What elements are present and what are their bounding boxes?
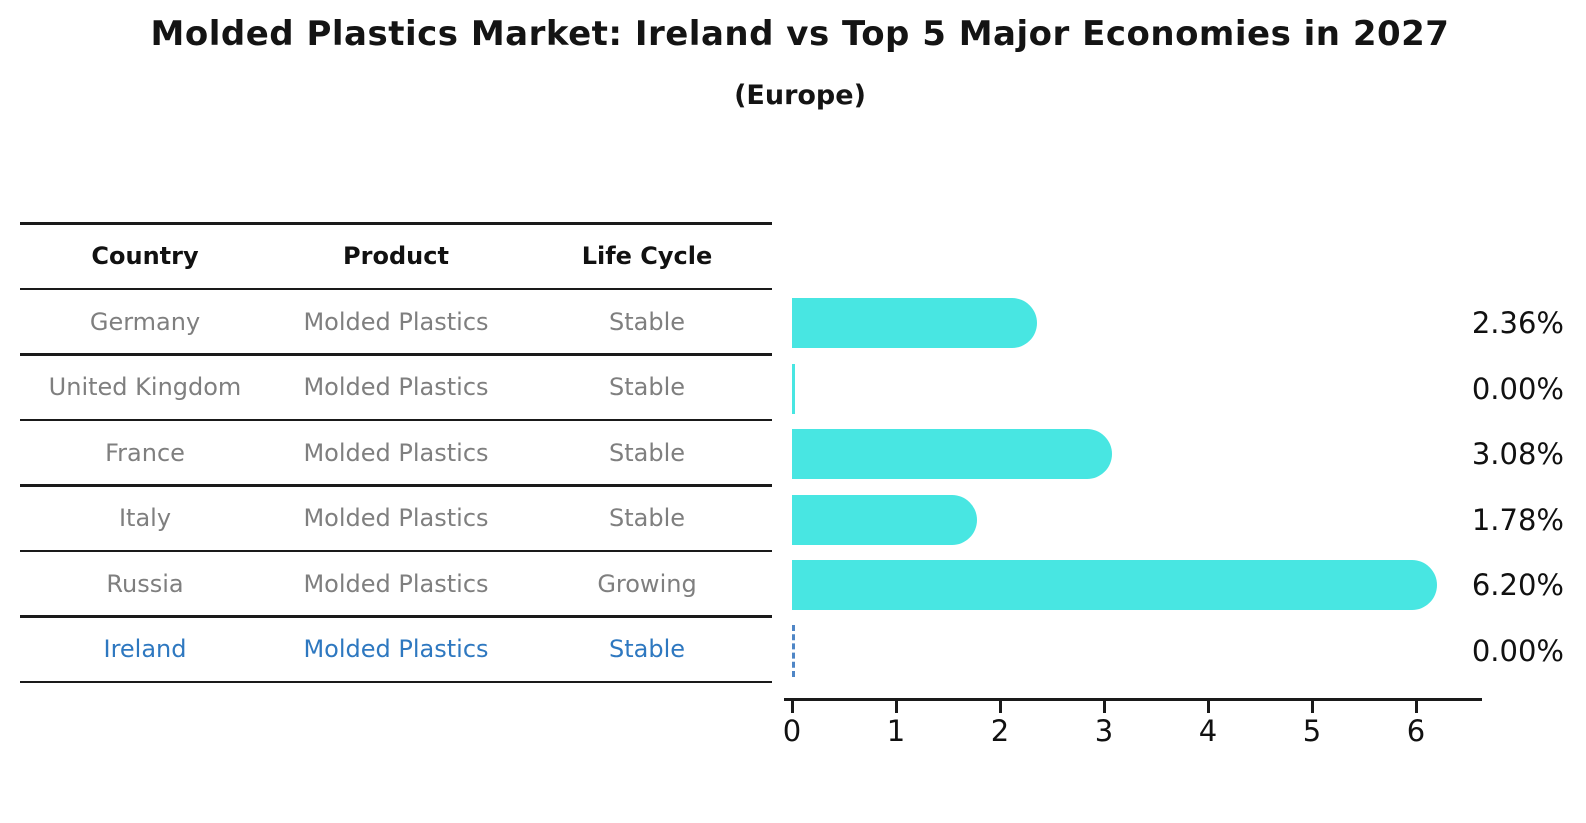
table-header-row: Country Product Life Cycle [20,225,772,288]
lifecycle-cell: Stable [608,635,686,663]
lifecycle-cell: Growing [597,569,697,598]
product-cell: Molded Plastics [303,635,489,663]
country-cell: Germany [89,307,201,336]
bar-germany [792,298,1038,348]
table-row-italy: Italy Molded Plastics Stable [20,487,772,550]
x-tick-label-0: 0 [782,714,802,748]
x-tick-label-5: 5 [1302,714,1322,748]
chart-title: Molded Plastics Market: Ireland vs Top 5… [150,14,1450,54]
table-rule [20,680,772,683]
x-tick-label-1: 1 [886,714,906,748]
product-cell: Molded Plastics [303,373,489,401]
x-tick-0 [791,701,794,713]
country-cell: Russia [106,569,184,598]
country-cell: Ireland [103,635,187,663]
bar-france [792,429,1113,479]
table-row-united-kingdom: United Kingdom Molded Plastics Stable [20,356,772,419]
table-row-russia: Russia Molded Plastics Growing [20,552,772,615]
product-cell: Molded Plastics [303,307,489,336]
table-row-france: France Molded Plastics Stable [20,421,772,484]
x-tick-4 [1207,701,1210,713]
table-rule [20,418,772,421]
value-label-germany: 2.36% [1471,306,1564,340]
product-cell: Molded Plastics [303,504,489,532]
x-tick-5 [1311,701,1314,713]
x-axis-line [784,698,1482,701]
value-label-italy: 1.78% [1471,502,1564,537]
table-row-ireland: Ireland Molded Plastics Stable [20,618,772,681]
col-header-country: Country [91,242,199,270]
country-table: Country Product Life Cycle Germany Molde… [20,222,772,683]
bar-italy [792,494,978,545]
x-tick-label-4: 4 [1198,714,1218,748]
col-header-product: Product [343,242,449,270]
x-tick-3 [1103,701,1106,713]
lifecycle-cell: Stable [608,307,686,336]
bar-united-kingdom [792,363,795,414]
chart-subtitle: (Europe) [734,80,866,111]
col-header-lifecycle: Life Cycle [581,242,713,270]
bar-russia [792,560,1437,610]
value-label-united-kingdom: 0.00% [1471,371,1564,406]
table-rule [20,549,772,552]
table-rule [20,484,772,487]
value-label-russia: 6.20% [1471,568,1564,602]
table-row-germany: Germany Molded Plastics Stable [20,290,772,353]
table-rule [20,287,772,290]
x-tick-label-3: 3 [1094,714,1114,748]
x-tick-6 [1415,701,1418,713]
table-rule [20,615,772,618]
country-cell: France [105,438,185,467]
x-tick-label-6: 6 [1406,714,1426,748]
table-rule [20,222,772,225]
country-cell: Italy [118,504,172,532]
x-tick-label-2: 2 [990,714,1010,748]
product-cell: Molded Plastics [303,438,489,467]
country-cell: United Kingdom [48,373,242,401]
table-rule [20,353,772,356]
value-label-france: 3.08% [1471,437,1564,471]
lifecycle-cell: Stable [608,373,686,401]
lifecycle-cell: Stable [608,504,686,532]
x-tick-1 [895,701,898,713]
x-tick-2 [999,701,1002,713]
zero-marker-ireland [792,624,795,677]
value-label-ireland: 0.00% [1471,633,1564,668]
product-cell: Molded Plastics [303,569,489,598]
lifecycle-cell: Stable [608,438,686,467]
